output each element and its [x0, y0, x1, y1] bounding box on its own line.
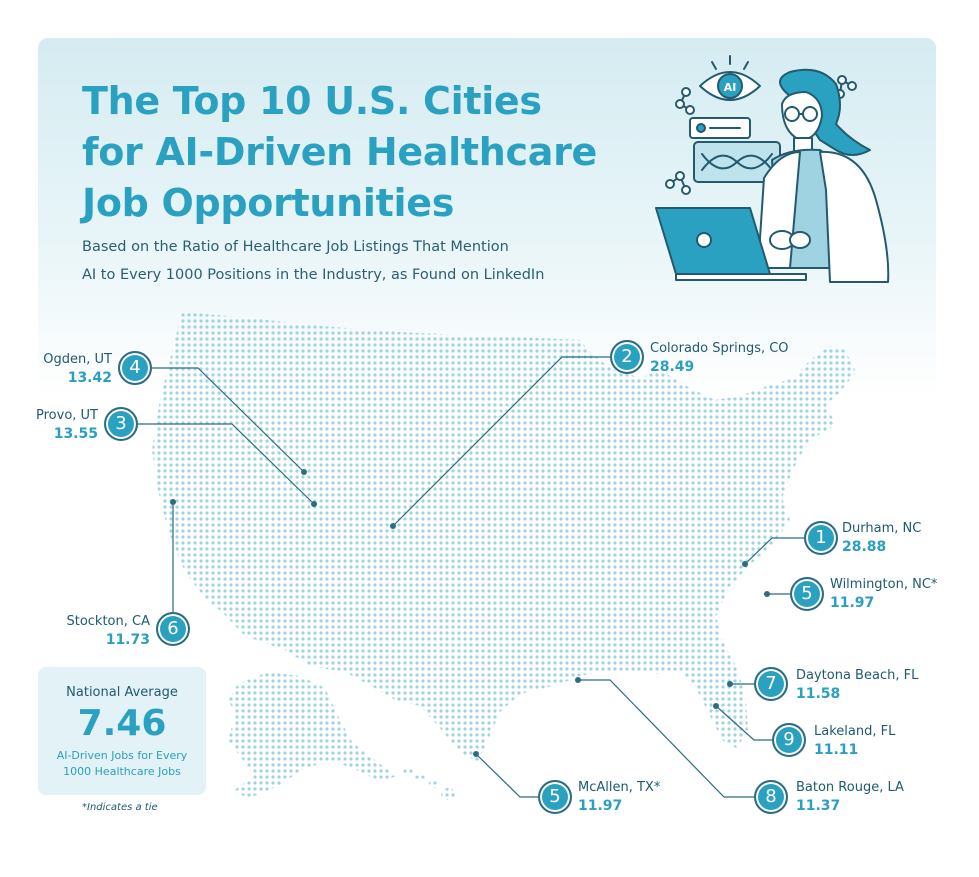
- national-average-value: 7.46: [77, 703, 167, 744]
- molecule-icon: [665, 75, 857, 195]
- city-value: 11.11: [814, 742, 859, 758]
- city-name: Ogden, UT: [43, 352, 112, 367]
- city-name: Wilmington, NC*: [830, 577, 938, 592]
- city-value: 11.97: [578, 798, 623, 814]
- city-value: 28.88: [842, 539, 887, 555]
- rank-badge-wilmington: 5: [790, 577, 824, 611]
- city-value: 13.55: [53, 426, 98, 442]
- city-name: Daytona Beach, FL: [796, 668, 919, 683]
- city-label-baton-rouge: Baton Rouge, LA 11.37: [796, 778, 904, 816]
- city-name: Stockton, CA: [66, 614, 150, 629]
- national-average-description: AI-Driven Jobs for Every 1000 Healthcare…: [56, 749, 188, 778]
- city-name: McAllen, TX*: [578, 780, 661, 795]
- city-name: Durham, NC: [842, 521, 922, 536]
- city-label-ogden: Ogden, UT 13.42: [30, 350, 112, 388]
- leader-line-ogden: [150, 367, 305, 473]
- rank-badge-lakeland: 9: [772, 723, 806, 757]
- city-value: 28.49: [650, 359, 695, 375]
- city-value: 11.97: [830, 595, 875, 611]
- marker-durham: [742, 561, 748, 567]
- city-label-mcallen: McAllen, TX* 11.97: [578, 778, 660, 816]
- marker-provo: [311, 501, 317, 507]
- marker-stockton: [170, 499, 176, 505]
- city-label-wilmington: Wilmington, NC* 11.97: [830, 575, 937, 613]
- rank-badge-baton-rouge: 8: [754, 780, 788, 814]
- leader-line-colorado-springs: [392, 356, 610, 527]
- title-line-2: for AI-Driven Healthcare: [82, 130, 598, 174]
- rank-badge-colorado-springs: 2: [610, 340, 644, 374]
- ai-eye-text: AI: [724, 81, 737, 94]
- leader-line-provo: [136, 423, 315, 505]
- subtitle-line-2: AI to Every 1000 Positions in the Indust…: [82, 267, 545, 283]
- alaska-map: [228, 672, 396, 798]
- title-line-1: The Top 10 U.S. Cities: [82, 79, 542, 123]
- subtitle-line-1: Based on the Ratio of Healthcare Job Lis…: [82, 239, 509, 255]
- leader-line-mcallen: [475, 753, 538, 798]
- rank-badge-ogden: 4: [118, 351, 152, 385]
- rank-badge-durham: 1: [804, 521, 838, 555]
- marker-daytona: [727, 681, 733, 687]
- rank-badge-mcallen: 5: [538, 780, 572, 814]
- city-name: Lakeland, FL: [814, 724, 896, 739]
- us-mainland-map: [152, 312, 856, 762]
- laptop-icon: [655, 207, 807, 281]
- ai-eye-icon: [699, 55, 761, 101]
- marker-colorado-springs: [390, 523, 396, 529]
- rank-badge-provo: 3: [104, 407, 138, 441]
- tie-footnote: *Indicates a tie: [82, 802, 158, 813]
- subtitle: Based on the Ratio of Healthcare Job Lis…: [82, 233, 642, 289]
- leader-line-durham: [744, 537, 804, 565]
- national-average-box: National Average 7.46 AI-Driven Jobs for…: [38, 667, 206, 795]
- city-label-lakeland: Lakeland, FL 11.11: [814, 722, 895, 760]
- leader-line-baton-rouge: [578, 679, 754, 798]
- scientist-illustration: AI: [655, 55, 890, 283]
- rank-badge-daytona: 7: [754, 667, 788, 701]
- city-name: Provo, UT: [36, 408, 98, 423]
- leader-line-lakeland: [715, 705, 772, 741]
- title-line-3: Job Opportunities: [82, 181, 455, 225]
- city-value: 11.58: [796, 686, 841, 702]
- marker-mcallen: [473, 751, 479, 757]
- city-name: Baton Rouge, LA: [796, 780, 904, 795]
- marker-baton-rouge: [575, 677, 581, 683]
- city-label-durham: Durham, NC 28.88: [842, 519, 921, 557]
- city-label-provo: Provo, UT 13.55: [16, 406, 98, 444]
- rank-badge-stockton: 6: [156, 612, 190, 646]
- marker-lakeland: [713, 703, 719, 709]
- city-value: 13.42: [67, 370, 112, 386]
- city-label-daytona: Daytona Beach, FL 11.58: [796, 666, 918, 704]
- checklist-card-icon: [689, 117, 751, 139]
- hawaii-map: [403, 769, 455, 800]
- city-value: 11.73: [105, 632, 150, 648]
- city-label-colorado-springs: Colorado Springs, CO 28.49: [650, 339, 789, 377]
- page-title: The Top 10 U.S. Cities for AI-Driven Hea…: [82, 76, 662, 229]
- city-name: Colorado Springs, CO: [650, 341, 789, 356]
- marker-ogden: [301, 469, 307, 475]
- marker-wilmington: [764, 591, 770, 597]
- city-value: 11.37: [796, 798, 841, 814]
- national-average-label: National Average: [66, 685, 178, 700]
- city-label-stockton: Stockton, CA 11.73: [30, 612, 150, 650]
